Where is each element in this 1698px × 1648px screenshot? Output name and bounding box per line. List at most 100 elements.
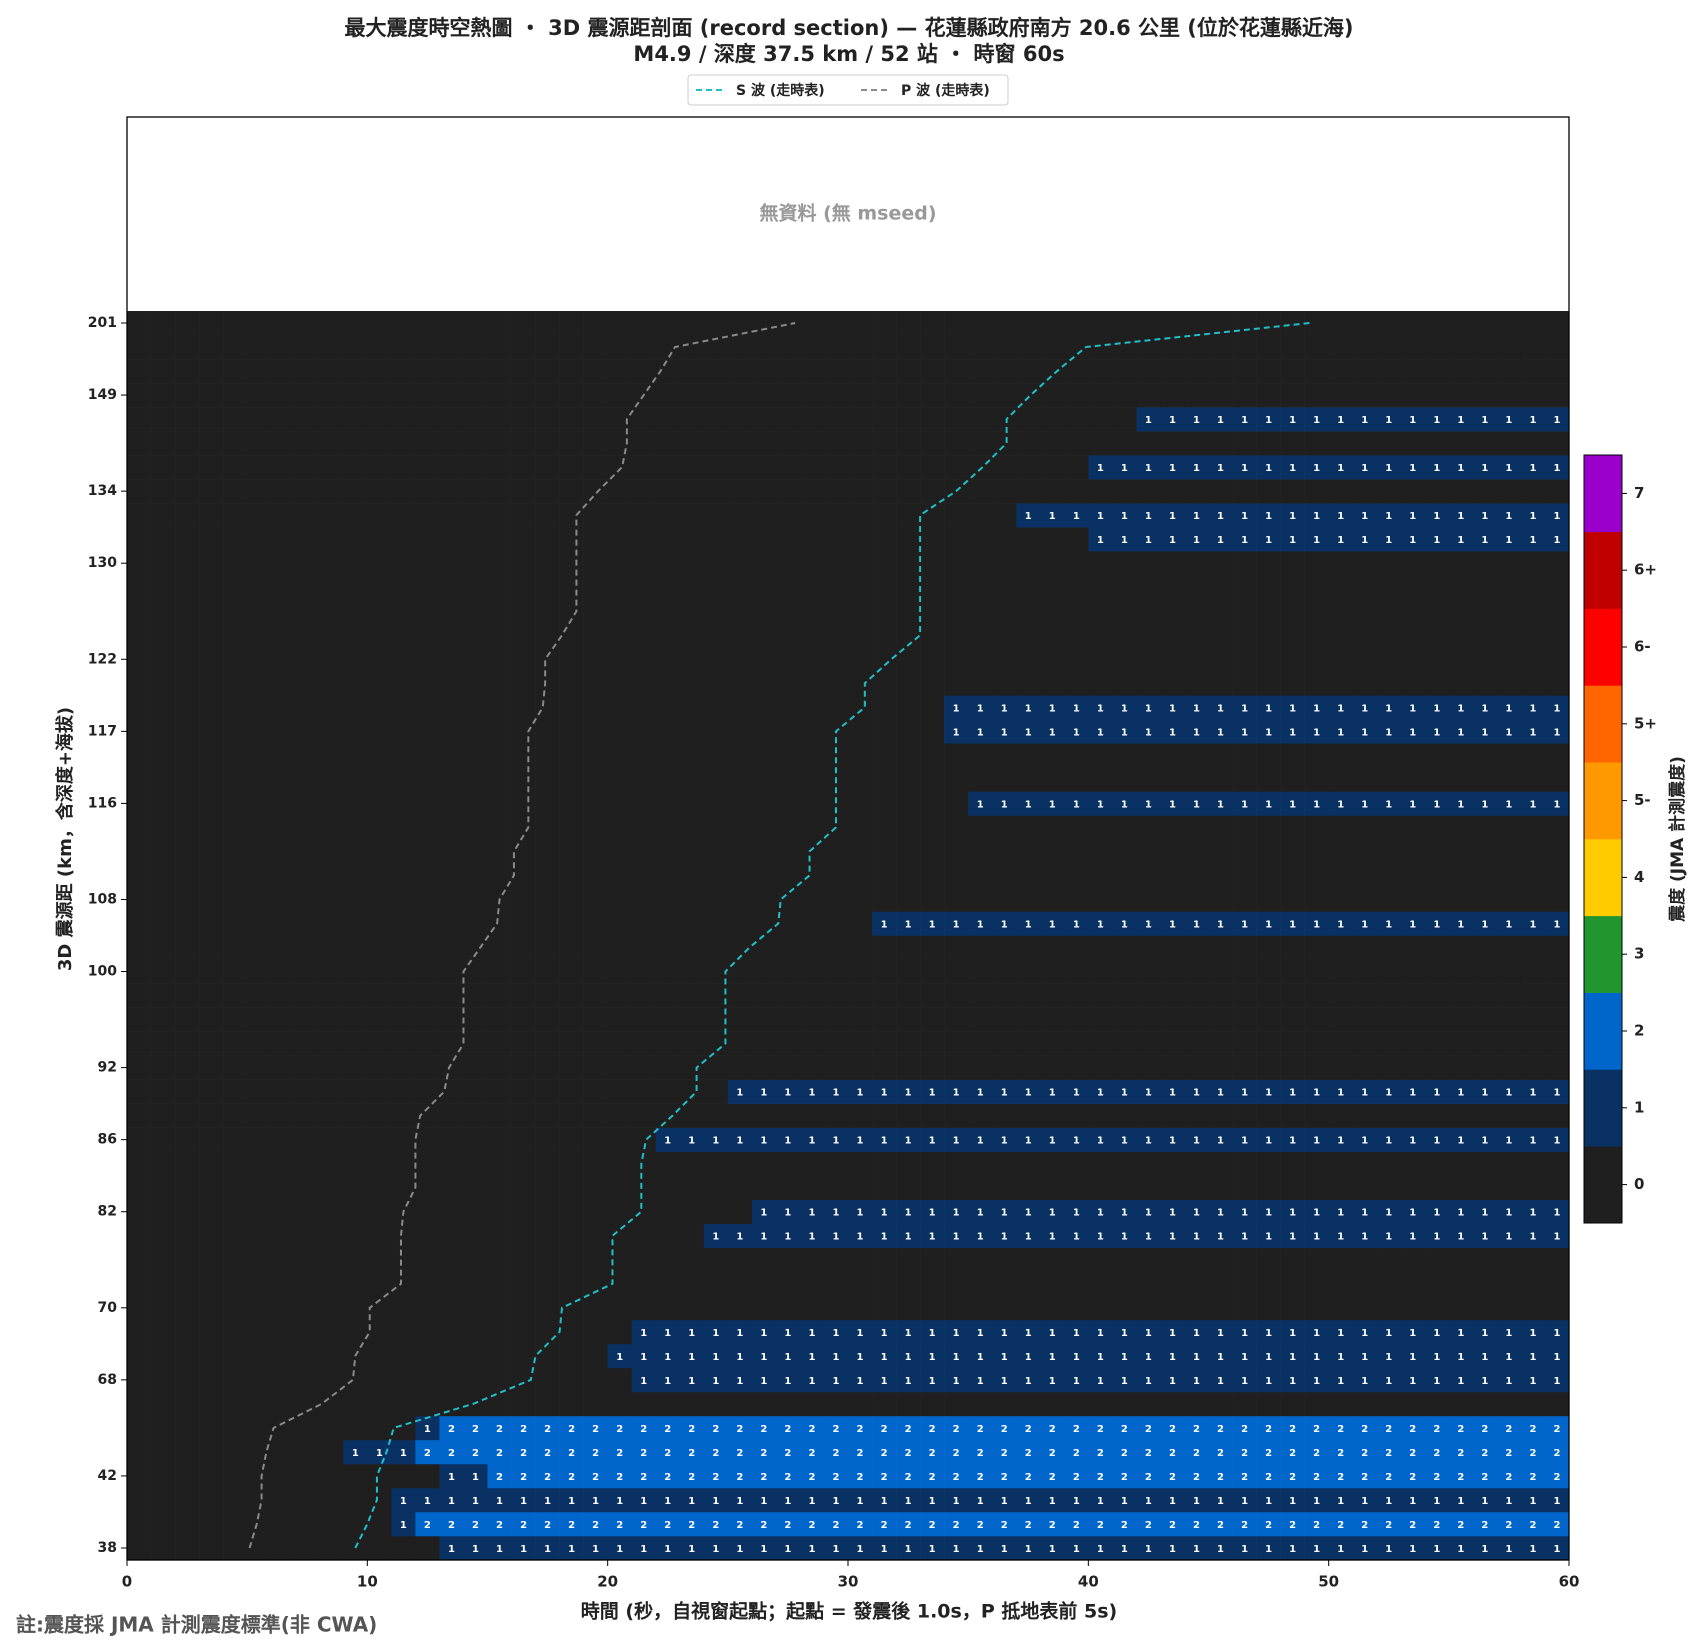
heatmap-cell xyxy=(487,1031,512,1056)
heatmap-cell xyxy=(655,935,681,960)
heatmap-cell xyxy=(679,839,705,864)
heatmap-cell xyxy=(751,983,777,1008)
cell-label: 1 xyxy=(1529,1376,1536,1387)
heatmap-cell xyxy=(944,1439,969,1465)
heatmap-cell xyxy=(823,1007,849,1032)
heatmap-cell xyxy=(247,551,272,576)
heatmap-cell xyxy=(1544,479,1570,504)
heatmap-cell xyxy=(1448,1079,1474,1104)
cell-label: 2 xyxy=(592,1448,599,1459)
heatmap-cell xyxy=(775,1199,801,1225)
heatmap-cell xyxy=(127,887,152,912)
heatmap-cell xyxy=(703,1175,729,1201)
heatmap-cell xyxy=(1328,1031,1353,1056)
heatmap-cell xyxy=(848,575,873,600)
heatmap-cell xyxy=(1352,863,1378,888)
heatmap-cell xyxy=(1352,839,1378,864)
cell-label: 2 xyxy=(760,1448,767,1459)
heatmap-cell xyxy=(1016,383,1041,408)
cell-label: 1 xyxy=(1433,415,1440,426)
heatmap-cell xyxy=(1304,743,1329,768)
heatmap-cell xyxy=(583,503,608,528)
cell-label: 2 xyxy=(1313,1448,1320,1459)
cell-label: 1 xyxy=(1289,1328,1296,1339)
heatmap-cell xyxy=(1064,359,1089,384)
heatmap-cell xyxy=(463,719,488,744)
heatmap-cell xyxy=(751,1151,777,1176)
heatmap-cell xyxy=(415,623,440,648)
heatmap-cell xyxy=(199,575,224,600)
cell-label: 1 xyxy=(1025,1232,1032,1243)
heatmap-cell xyxy=(223,1271,248,1297)
heatmap-cell xyxy=(1136,671,1161,696)
heatmap-cell xyxy=(1424,887,1450,912)
heatmap-cell xyxy=(151,1535,176,1561)
cell-label: 2 xyxy=(1337,1448,1344,1459)
heatmap-cell xyxy=(1064,527,1089,552)
heatmap-cell xyxy=(583,455,608,480)
heatmap-cell xyxy=(799,791,825,816)
cell-label: 1 xyxy=(1001,919,1008,930)
heatmap-cell xyxy=(391,1271,416,1297)
heatmap-cell xyxy=(1400,911,1426,936)
heatmap-cell xyxy=(391,1079,416,1104)
cell-label: 1 xyxy=(1241,415,1248,426)
heatmap-cell xyxy=(631,1391,657,1417)
cell-label: 1 xyxy=(1121,1208,1128,1219)
heatmap-cell xyxy=(655,1535,681,1561)
cell-label: 1 xyxy=(1265,1208,1272,1219)
heatmap-cell xyxy=(199,479,224,504)
heatmap-cell xyxy=(944,863,969,888)
heatmap-cell xyxy=(944,527,969,552)
heatmap-cell xyxy=(559,1199,584,1225)
heatmap-cell xyxy=(1184,335,1209,360)
heatmap-cell xyxy=(799,455,825,480)
heatmap-cell xyxy=(1208,551,1233,576)
heatmap-cell xyxy=(1520,407,1546,432)
heatmap-cell xyxy=(319,935,344,960)
heatmap-cell xyxy=(920,1055,945,1080)
cell-label: 1 xyxy=(1217,1544,1224,1555)
cell-label: 2 xyxy=(1193,1520,1200,1531)
cell-label: 1 xyxy=(1265,727,1272,738)
heatmap-cell xyxy=(343,1007,368,1032)
heatmap-cell xyxy=(583,839,608,864)
heatmap-cell xyxy=(1352,1463,1378,1489)
heatmap-cell xyxy=(295,743,320,768)
heatmap-cell xyxy=(1400,1511,1426,1537)
heatmap-cell xyxy=(1304,1103,1329,1128)
heatmap-cell xyxy=(1088,1247,1113,1273)
heatmap-cell xyxy=(1328,743,1353,768)
heatmap-cell xyxy=(848,1223,873,1249)
heatmap-cell xyxy=(823,1175,849,1201)
heatmap-cell xyxy=(920,887,945,912)
heatmap-cell xyxy=(703,767,729,792)
cell-label: 2 xyxy=(736,1448,743,1459)
cell-label: 1 xyxy=(1241,463,1248,474)
heatmap-cell xyxy=(1400,1079,1426,1104)
cell-label: 1 xyxy=(1457,535,1464,546)
heatmap-cell xyxy=(679,1175,705,1201)
cell-label: 1 xyxy=(1049,1088,1056,1099)
cell-label: 1 xyxy=(1409,1088,1416,1099)
heatmap-cell xyxy=(1328,1223,1353,1249)
heatmap-cell xyxy=(1208,815,1233,840)
heatmap-cell xyxy=(1088,407,1113,432)
heatmap-cell xyxy=(199,1439,224,1465)
heatmap-cell xyxy=(607,1367,632,1393)
heatmap-cell xyxy=(487,455,512,480)
heatmap-cell xyxy=(559,1511,584,1537)
heatmap-cell xyxy=(151,1391,176,1417)
heatmap-cell xyxy=(1352,407,1378,432)
heatmap-cell xyxy=(511,1031,536,1056)
cell-label: 2 xyxy=(1121,1424,1128,1435)
heatmap-cell xyxy=(1280,1511,1305,1537)
heatmap-cell xyxy=(1400,383,1426,408)
heatmap-cell xyxy=(1544,887,1570,912)
heatmap-cell xyxy=(151,743,176,768)
heatmap-cell xyxy=(992,1175,1017,1201)
cell-label: 1 xyxy=(1193,1496,1200,1507)
cell-label: 1 xyxy=(1433,1496,1440,1507)
heatmap-cell xyxy=(1352,1343,1378,1369)
heatmap-cell xyxy=(872,503,897,528)
